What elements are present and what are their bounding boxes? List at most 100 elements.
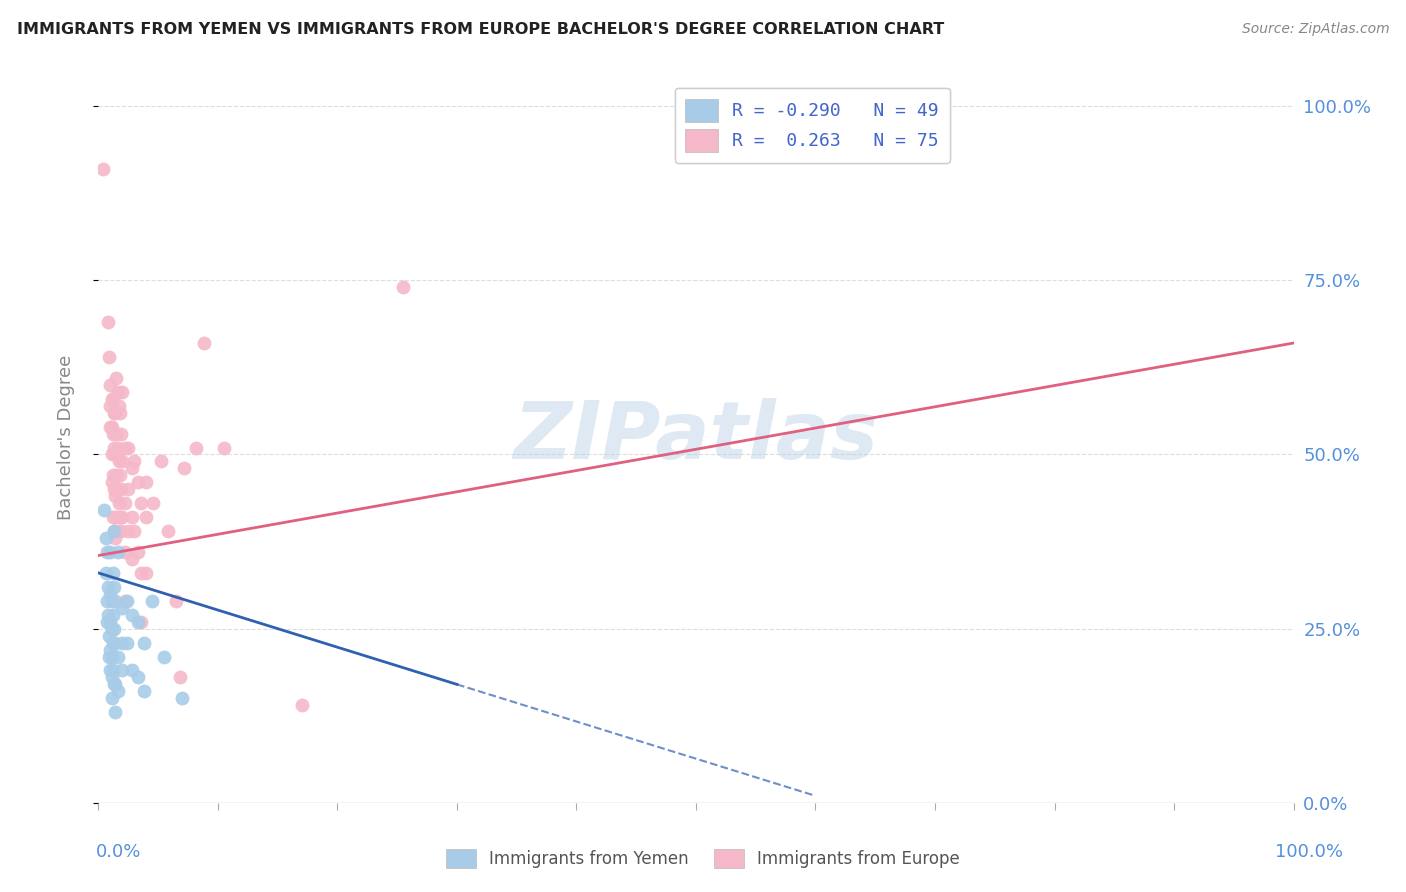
Point <box>101 426 124 441</box>
Point <box>193 336 215 351</box>
Point <box>98 377 122 392</box>
Point <box>153 649 176 664</box>
Point <box>100 475 122 490</box>
Point <box>101 607 124 622</box>
Point <box>104 705 127 719</box>
Point <box>98 629 121 643</box>
Point <box>132 684 155 698</box>
Point <box>124 524 146 538</box>
Point <box>94 531 117 545</box>
Point <box>98 350 121 364</box>
Text: Source: ZipAtlas.com: Source: ZipAtlas.com <box>1241 22 1389 37</box>
Point <box>111 454 134 468</box>
Point <box>107 399 129 413</box>
Point <box>100 448 122 462</box>
Point <box>105 510 128 524</box>
Point <box>98 587 122 601</box>
Point <box>103 524 125 538</box>
Y-axis label: Bachelor's Degree: Bachelor's Degree <box>56 354 75 520</box>
Point <box>392 280 415 294</box>
Point <box>107 454 129 468</box>
Point <box>115 594 138 608</box>
Point <box>117 483 139 497</box>
Point <box>96 615 118 629</box>
Point <box>121 461 143 475</box>
Point <box>105 426 128 441</box>
Point <box>101 664 124 678</box>
Point <box>131 566 153 580</box>
Point <box>114 545 136 559</box>
Point <box>103 483 125 497</box>
Point <box>110 524 132 538</box>
Point <box>103 524 125 538</box>
Point <box>169 670 191 684</box>
Point <box>101 510 124 524</box>
Point <box>104 406 127 420</box>
Point <box>103 677 125 691</box>
Point <box>107 545 129 559</box>
Point <box>149 454 172 468</box>
Point <box>127 615 149 629</box>
Point <box>110 426 132 441</box>
Point <box>117 441 139 455</box>
Point <box>111 600 134 615</box>
Point <box>142 496 165 510</box>
Point <box>212 441 235 455</box>
Point <box>121 607 143 622</box>
Point <box>127 670 149 684</box>
Point <box>97 580 120 594</box>
Point <box>100 594 122 608</box>
Point <box>107 441 129 455</box>
Point <box>101 468 124 483</box>
Point <box>104 594 127 608</box>
Point <box>98 399 122 413</box>
Point <box>101 566 124 580</box>
Point <box>132 635 155 649</box>
Point <box>156 524 179 538</box>
Point <box>100 649 122 664</box>
Point <box>100 392 122 406</box>
Point <box>103 441 125 455</box>
Point <box>107 524 129 538</box>
Point <box>103 622 125 636</box>
Point <box>94 566 117 580</box>
Text: 100.0%: 100.0% <box>1275 843 1343 861</box>
Point <box>108 406 131 420</box>
Legend: R = -0.290   N = 49, R =  0.263   N = 75: R = -0.290 N = 49, R = 0.263 N = 75 <box>675 87 950 163</box>
Point <box>107 483 129 497</box>
Point <box>121 552 143 566</box>
Point <box>98 419 122 434</box>
Point <box>114 594 136 608</box>
Point <box>135 566 157 580</box>
Point <box>111 510 134 524</box>
Point <box>104 489 127 503</box>
Point <box>186 441 208 455</box>
Point <box>172 691 194 706</box>
Point <box>98 664 122 678</box>
Point <box>173 461 195 475</box>
Point <box>101 635 124 649</box>
Point <box>104 635 127 649</box>
Text: 0.0%: 0.0% <box>96 843 141 861</box>
Point <box>127 475 149 490</box>
Point <box>110 483 132 497</box>
Point <box>96 594 118 608</box>
Point <box>115 635 138 649</box>
Point <box>107 649 129 664</box>
Point <box>97 315 120 329</box>
Point <box>100 622 122 636</box>
Point <box>135 510 157 524</box>
Point <box>93 503 115 517</box>
Point <box>131 615 153 629</box>
Point <box>131 496 153 510</box>
Point <box>121 664 143 678</box>
Point <box>107 496 129 510</box>
Point <box>141 594 163 608</box>
Text: ZIPatlas: ZIPatlas <box>513 398 879 476</box>
Point <box>100 670 122 684</box>
Point <box>127 545 149 559</box>
Legend: Immigrants from Yemen, Immigrants from Europe: Immigrants from Yemen, Immigrants from E… <box>439 842 967 875</box>
Point <box>291 698 314 713</box>
Point <box>108 468 131 483</box>
Point <box>108 510 131 524</box>
